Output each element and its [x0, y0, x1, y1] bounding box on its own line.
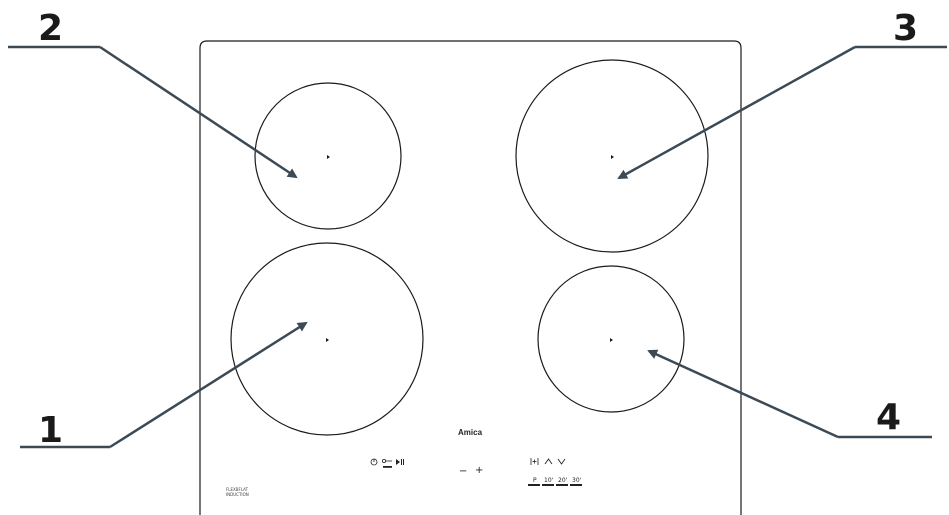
zone-4-center-mark — [610, 338, 613, 342]
lock-icon[interactable] — [381, 458, 392, 468]
callout-1-arrow — [109, 321, 308, 449]
svg-text:30': 30' — [572, 477, 582, 484]
zone-1 — [230, 242, 424, 436]
plus-button[interactable]: + — [475, 465, 483, 476]
callout-3-number: 3 — [893, 8, 918, 49]
timer-preset-10[interactable]: 10' — [542, 477, 554, 486]
zone-2-center-mark — [327, 155, 330, 159]
timer-preset-20[interactable]: 20' — [556, 477, 568, 486]
callout-4-arrow — [647, 349, 839, 439]
timer-preset-30[interactable]: 30' — [570, 477, 582, 486]
callout-4-number: 4 — [876, 397, 901, 438]
flexflat-logo-line2: INDUCTION — [226, 492, 249, 497]
minus-button[interactable]: − — [459, 466, 467, 477]
timer-icon[interactable] — [530, 458, 539, 465]
zone-1-center-mark — [326, 338, 329, 342]
zone-3 — [515, 59, 709, 253]
callout-1-number: 1 — [38, 410, 63, 451]
svg-text:P: P — [533, 477, 537, 484]
flexflat-logo-line1: FLEXBFLAT — [226, 487, 249, 492]
callout-2-number: 2 — [38, 8, 63, 49]
up-icon[interactable] — [544, 458, 553, 465]
power-icon[interactable] — [370, 458, 378, 466]
pause-icon[interactable] — [396, 459, 404, 465]
brand-logo: Amica — [458, 428, 483, 437]
svg-text:10': 10' — [544, 477, 554, 484]
callout-3-arrow — [617, 45, 856, 180]
down-icon[interactable] — [557, 458, 566, 465]
zone-3-center-mark — [611, 155, 614, 159]
timer-preset-p[interactable]: P — [528, 477, 540, 486]
svg-text:20': 20' — [558, 477, 568, 484]
hob-outline — [199, 40, 742, 515]
zone-4 — [537, 265, 685, 413]
callout-2-arrow — [99, 45, 298, 179]
zone-2 — [254, 82, 402, 230]
